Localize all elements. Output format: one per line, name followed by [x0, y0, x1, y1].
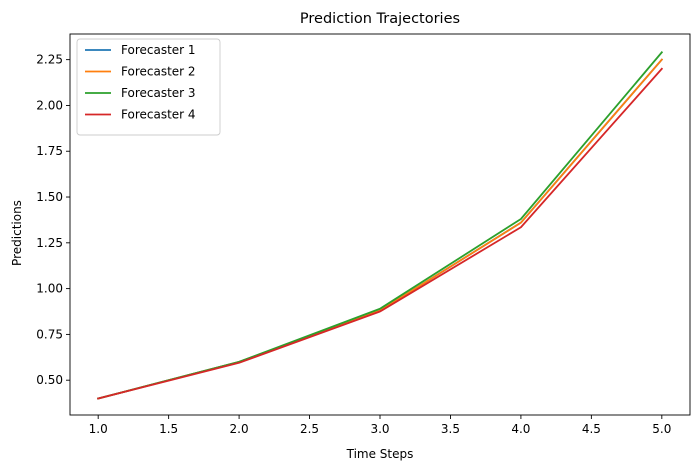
x-tick-label: 3.5	[441, 422, 460, 436]
y-axis-ticks: 0.50 0.75 1.00 1.25 1.50 1.75 2.00 2.25	[36, 53, 70, 387]
y-tick-label: 1.50	[36, 190, 63, 204]
y-tick-label: 1.75	[36, 144, 63, 158]
legend-entry-label: Forecaster 2	[121, 65, 196, 79]
x-axis-label: Time Steps	[346, 447, 414, 461]
x-tick-label: 3.0	[370, 422, 389, 436]
chart-title: Prediction Trajectories	[300, 11, 460, 27]
x-tick-label: 1.0	[89, 422, 108, 436]
legend-entry-label: Forecaster 1	[121, 43, 196, 57]
series-lines	[97, 51, 664, 400]
y-axis-label: Predictions	[10, 200, 24, 266]
y-tick-label: 0.75	[36, 327, 63, 341]
y-tick-label: 0.50	[36, 373, 63, 387]
y-tick-label: 2.00	[36, 98, 63, 112]
y-tick-label: 2.25	[36, 53, 63, 67]
x-tick-label: 4.5	[582, 422, 601, 436]
x-tick-label: 2.0	[230, 422, 249, 436]
legend-frame	[76, 38, 221, 136]
x-tick-label: 5.0	[652, 422, 671, 436]
x-tick-label: 4.0	[511, 422, 530, 436]
x-tick-label: 2.5	[300, 422, 319, 436]
legend-entry-label: Forecaster 4	[121, 108, 196, 122]
y-tick-label: 1.00	[36, 282, 63, 296]
legend: Forecaster 1 Forecaster 2 Forecaster 3 Fore…	[76, 38, 221, 136]
series-line-forecaster-4	[97, 67, 664, 400]
legend-entry-label: Forecaster 3	[121, 86, 196, 100]
y-tick-label: 1.25	[36, 236, 63, 250]
x-axis-ticks: 1.0 1.5 2.0 2.5 3.0 3.5 4.0 4.5 5.0	[89, 415, 671, 436]
x-tick-label: 1.5	[159, 422, 178, 436]
